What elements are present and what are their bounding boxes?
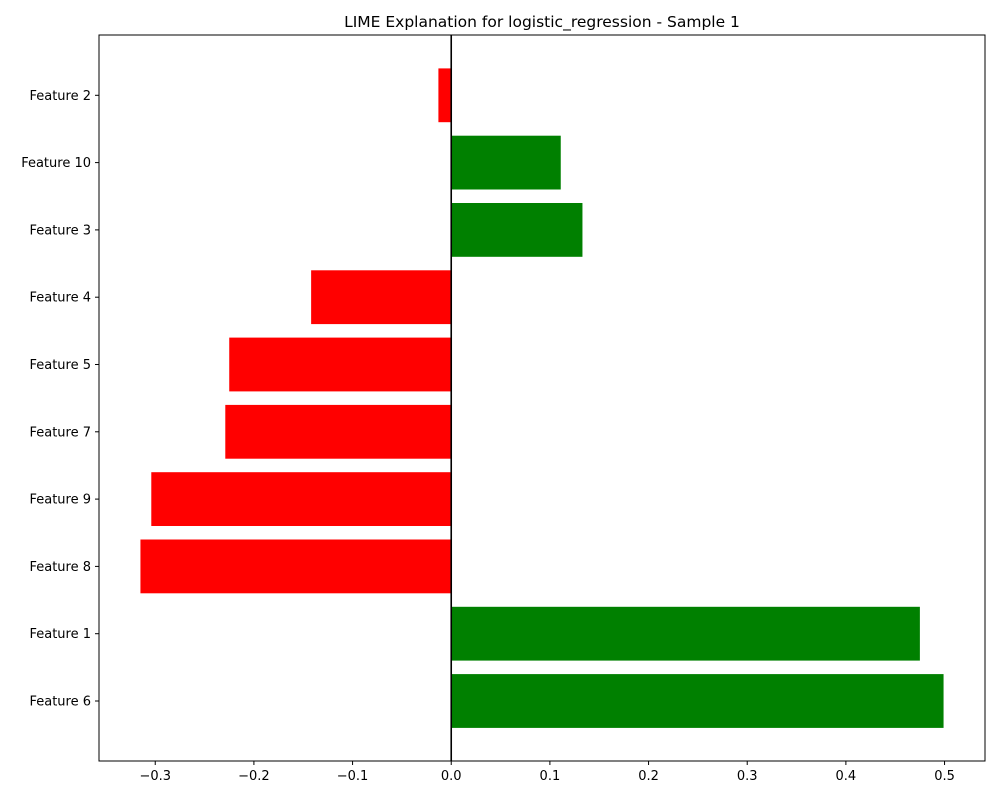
bar-feature-8 [140, 539, 452, 594]
y-tick-label: Feature 4 [29, 291, 91, 306]
x-tick-label: 0.2 [638, 769, 659, 784]
y-tick-label: Feature 6 [29, 695, 91, 710]
bar-feature-9 [151, 472, 452, 526]
x-tick-label: 0.0 [441, 769, 462, 784]
x-axis: −0.3 −0.2 −0.1 0.0 0.1 0.2 0.3 0.4 0.5 [139, 761, 955, 784]
bar-feature-7 [225, 404, 452, 459]
x-tick-label: 0.5 [934, 769, 955, 784]
bar-feature-5 [229, 337, 452, 392]
x-tick-label: −0.2 [238, 769, 270, 784]
plot-frame [98, 34, 986, 762]
y-tick-label: Feature 8 [29, 560, 91, 575]
y-axis: Feature 6 Feature 1 Feature 8 Feature 9 Feat… [21, 89, 99, 710]
bar-feature-10 [451, 135, 561, 190]
x-tick-label: 0.4 [836, 769, 857, 784]
y-tick-label: Feature 9 [29, 493, 91, 508]
x-tick-label: −0.1 [337, 769, 369, 784]
y-tick-label: Feature 3 [29, 223, 91, 238]
y-tick-label: Feature 1 [29, 627, 91, 642]
x-tick-label: 0.1 [540, 769, 561, 784]
bar-feature-1 [451, 606, 920, 661]
bar-feature-2 [438, 68, 452, 123]
bar-feature-3 [451, 203, 583, 257]
x-tick-label: 0.3 [737, 769, 758, 784]
y-tick-label: Feature 5 [29, 358, 91, 373]
bar-feature-4 [311, 270, 452, 325]
bar-feature-6 [451, 674, 944, 728]
y-tick-label: Feature 7 [29, 425, 91, 440]
y-tick-label: Feature 2 [29, 89, 91, 104]
x-tick-label: −0.3 [139, 769, 171, 784]
chart-title: LIME Explanation for logistic_regression… [344, 13, 740, 32]
y-tick-label: Feature 10 [21, 156, 91, 171]
bars-layer [140, 68, 944, 728]
